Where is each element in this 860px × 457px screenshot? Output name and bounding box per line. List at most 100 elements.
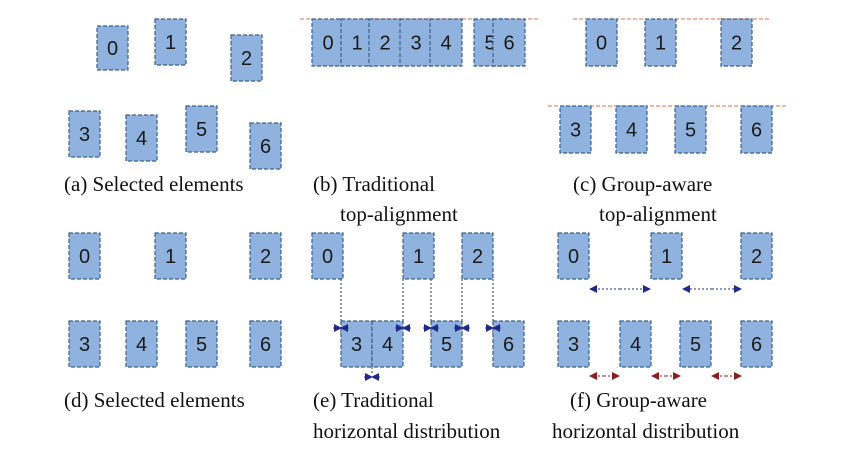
element-label: 3 [351, 334, 362, 356]
element-box: 2 [740, 232, 773, 280]
element-label: 1 [413, 246, 424, 268]
element-box: 5 [185, 105, 218, 153]
element-label: 6 [503, 33, 514, 55]
element-box: 6 [740, 105, 773, 154]
element-label: 1 [165, 246, 176, 268]
element-rect [311, 232, 344, 280]
element-box: 6 [492, 18, 526, 67]
element-label: 6 [751, 334, 762, 356]
element-rect [679, 320, 712, 368]
element-box: 0 [585, 18, 618, 67]
element-box: 3 [399, 18, 433, 67]
element-box: 6 [249, 122, 282, 170]
element-label: 0 [322, 33, 333, 55]
element-label: 5 [441, 334, 452, 356]
element-rect [740, 105, 773, 154]
element-box: 5 [674, 105, 707, 154]
element-label: 1 [165, 32, 176, 54]
element-label: 1 [351, 33, 362, 55]
element-label: 5 [484, 33, 495, 55]
panel-e-caption-line-0: (e) Traditional [313, 388, 434, 412]
element-box: 2 [461, 232, 494, 280]
element-label: 1 [655, 33, 666, 55]
element-rect [557, 232, 590, 280]
panel-f-caption-line-1: horizontal distribution [552, 419, 740, 443]
element-rect [740, 232, 773, 280]
panel-d-elements: 0 1 2 3 4 5 6 [68, 232, 282, 368]
element-label: 3 [568, 334, 579, 356]
element-box: 1 [650, 232, 683, 280]
element-box: 4 [619, 320, 652, 368]
element-label: 4 [440, 33, 451, 55]
element-box: 5 [185, 320, 218, 368]
element-boxes: 0 123 4 560 1 2 3 4 5 6 0 1 23 4 5 60 1 23 4 5 60 1 23 4 5 60 1 23 4… [68, 18, 773, 368]
element-rect [125, 114, 158, 162]
element-box: 3 [68, 110, 101, 158]
captions: (a) Selected elements (b) Traditional top-… [64, 172, 740, 443]
panel-a-caption-line-0: (a) Selected elements [64, 172, 244, 196]
element-box: 0 [557, 232, 590, 280]
element-box: 0 [96, 25, 129, 71]
element-box: 1 [154, 18, 187, 66]
element-box: 6 [740, 320, 773, 368]
element-rect [492, 18, 526, 67]
element-box: 3 [68, 320, 101, 368]
element-label: 1 [661, 246, 672, 268]
element-box: 0 [311, 18, 345, 67]
element-box: 1 [644, 18, 677, 67]
element-box: 0 [311, 232, 344, 280]
element-label: 5 [196, 334, 207, 356]
panel-b-caption-line-0: (b) Traditional [313, 172, 435, 196]
element-box: 2 [720, 18, 753, 67]
element-label: 3 [79, 334, 90, 356]
element-rect [154, 18, 187, 66]
element-label: 4 [136, 128, 147, 150]
element-rect [461, 232, 494, 280]
panel-d-caption-line-0: (d) Selected elements [64, 388, 245, 412]
element-rect [650, 232, 683, 280]
element-box: 5 [679, 320, 712, 368]
element-rect [585, 18, 618, 67]
element-label: 2 [260, 246, 271, 268]
element-rect [429, 18, 463, 67]
element-rect [311, 18, 345, 67]
spacing-arrows [333, 285, 742, 381]
panel-e-elements: 0 1 2 3 4 5 6 [311, 232, 525, 368]
element-label: 6 [260, 334, 271, 356]
element-rect [740, 320, 773, 368]
element-rect [185, 105, 218, 153]
element-box: 0 [68, 232, 101, 280]
element-label: 3 [410, 33, 421, 55]
element-label: 5 [690, 334, 701, 356]
element-label: 4 [630, 334, 641, 356]
element-rect [644, 18, 677, 67]
element-box: 5 [430, 320, 463, 368]
element-box: 3 [340, 320, 373, 368]
element-box: 4 [615, 105, 648, 154]
element-box: 2 [368, 18, 402, 67]
element-box: 1 [402, 232, 435, 280]
element-box: 4 [125, 114, 158, 162]
panel-b-caption-line-1: top-alignment [340, 202, 458, 226]
element-rect [68, 110, 101, 158]
element-box: 1 [340, 18, 374, 67]
element-rect [615, 105, 648, 154]
element-label: 4 [136, 334, 147, 356]
element-rect [230, 34, 263, 82]
element-box: 6 [492, 320, 525, 368]
element-rect [720, 18, 753, 67]
element-rect [557, 320, 590, 368]
element-label: 3 [570, 120, 581, 142]
element-label: 2 [751, 246, 762, 268]
element-label: 0 [107, 38, 118, 60]
panel-c-caption-line-1: top-alignment [599, 202, 717, 226]
element-box: 4 [371, 320, 404, 368]
element-rect [249, 320, 282, 368]
element-rect [674, 105, 707, 154]
element-rect [68, 232, 101, 280]
element-label: 2 [379, 33, 390, 55]
element-box: 1 [154, 232, 187, 280]
element-rect [68, 320, 101, 368]
element-rect [249, 122, 282, 170]
